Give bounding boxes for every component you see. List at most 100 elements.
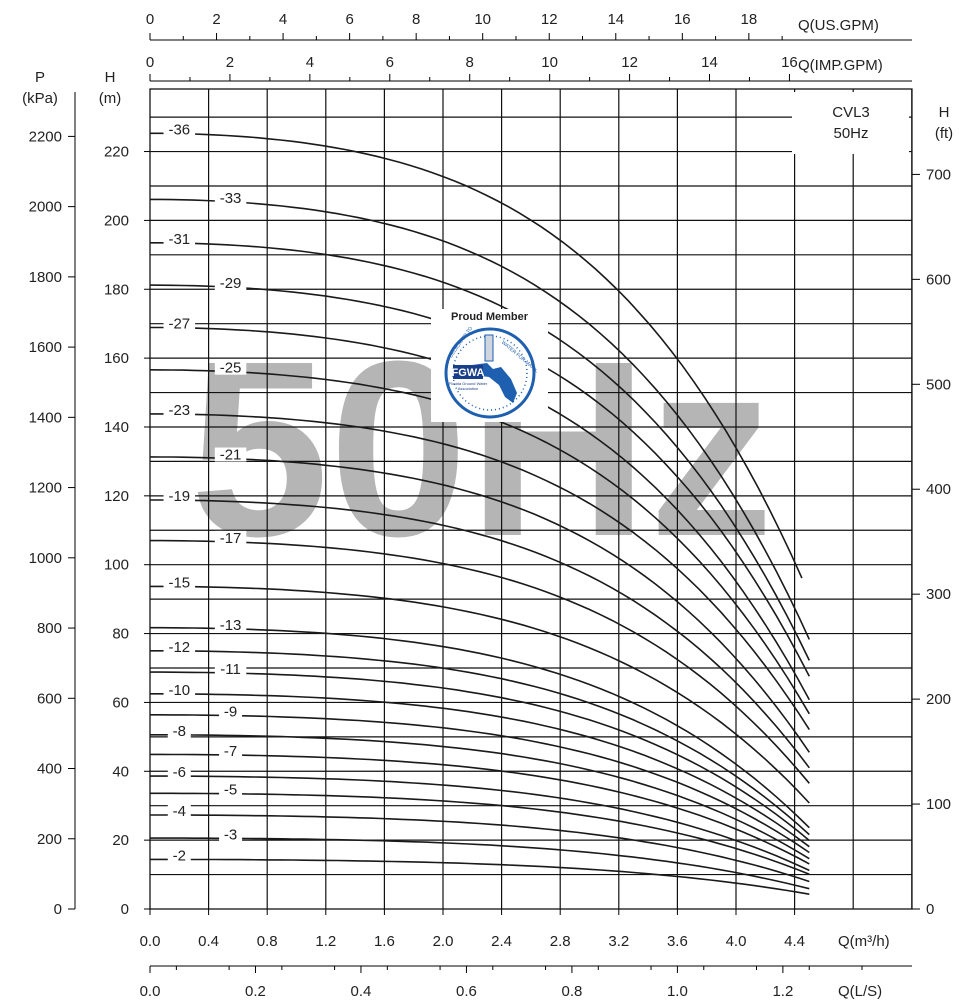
curve-stage-2 (150, 858, 810, 895)
curve-label: -23 (168, 402, 190, 419)
well-pipe-icon (484, 334, 494, 362)
m-axis-title-bottom: (m) (99, 90, 122, 107)
kpa-axis-title-top: P (35, 69, 45, 86)
curve-label-bg (163, 489, 196, 504)
impgpm-tick-label: 0 (146, 54, 154, 71)
curve-label: -31 (168, 231, 190, 248)
ls-tick-label: 0.8 (561, 983, 582, 1000)
logo-text-bg (453, 365, 483, 379)
x-tick-label: 3.2 (608, 933, 629, 950)
curve-label: -13 (220, 617, 242, 634)
curve-stage-9 (150, 714, 810, 854)
m-tick-label: 40 (112, 763, 129, 780)
curve-label-bg (163, 682, 196, 697)
ft-axis-title-top: H (939, 104, 950, 121)
ft-tick-label: 200 (926, 691, 951, 708)
impgpm-tick-label: 6 (386, 54, 394, 71)
usgpm-tick-label: 10 (474, 11, 491, 28)
fgwa-logo-icon: FGWA DEDICATED TO PROVIDE WATER FOR MANK… (444, 327, 537, 419)
org-name-1: Florida Ground Water (449, 381, 488, 386)
ls-tick-label: 0.4 (351, 983, 372, 1000)
usgpm-tick-label: 0 (146, 11, 154, 28)
curve-label-bg (163, 232, 196, 247)
x-tick-label: 3.6 (667, 933, 688, 950)
ft-tick-label: 700 (926, 166, 951, 183)
curve-stage-13 (150, 626, 810, 829)
curve-stage-8 (150, 734, 810, 860)
ft-tick-label: 0 (926, 901, 934, 918)
logo-text: FGWA (452, 367, 485, 379)
curve-label-bg (167, 804, 191, 819)
m-tick-label: 80 (112, 626, 129, 643)
curve-stage-11 (150, 671, 810, 842)
ft-tick-label: 300 (926, 586, 951, 603)
curve-label: -2 (173, 847, 186, 864)
ft-axis-title-bottom: (ft) (935, 125, 953, 142)
curve-label: -3 (224, 826, 237, 843)
kpa-tick-label: 1000 (29, 550, 62, 567)
usgpm-tick-label: 16 (674, 11, 691, 28)
frequency-label: 50Hz (833, 125, 868, 142)
kpa-tick-label: 1400 (29, 409, 62, 426)
curve-label-bg (219, 743, 243, 758)
x-tick-label: 0.8 (257, 933, 278, 950)
badge-title: Proud Member (450, 311, 528, 323)
curve-label-bg (214, 190, 247, 205)
m-tick-label: 0 (121, 901, 129, 918)
usgpm-tick-label: 6 (345, 11, 353, 28)
curve-stage-6 (150, 775, 810, 872)
ft-tick-label: 400 (926, 481, 951, 498)
x-axis-title: Q(m³/h) (838, 933, 890, 950)
kpa-tick-label: 1600 (29, 339, 62, 356)
curve-stage-3 (150, 837, 810, 890)
curve-label-bg (163, 639, 196, 654)
curve-stage-15 (150, 585, 810, 804)
curve-label-bg (214, 276, 247, 291)
curve-label: -6 (173, 764, 186, 781)
curve-label-bg (214, 360, 247, 375)
ft-tick-label: 500 (926, 376, 951, 393)
kpa-tick-label: 0 (54, 901, 62, 918)
curve-label: -12 (168, 639, 190, 656)
curve-label-bg (167, 848, 191, 863)
usgpm-tick-label: 2 (212, 11, 220, 28)
curve-label: -15 (168, 575, 190, 592)
kpa-tick-label: 1800 (29, 269, 62, 286)
m-tick-label: 20 (112, 832, 129, 849)
curve-stage-36 (150, 132, 803, 579)
curve-label-bg (214, 617, 247, 632)
curve-label-bg (214, 530, 247, 545)
kpa-tick-label: 600 (37, 690, 62, 707)
curve-label-bg (214, 447, 247, 462)
curve-label: -7 (224, 743, 237, 760)
impgpm-tick-label: 2 (226, 54, 234, 71)
ls-tick-label: 0.0 (140, 983, 161, 1000)
x-tick-label: 4.4 (784, 933, 805, 950)
m-axis-title-top: H (105, 69, 116, 86)
usgpm-tick-label: 12 (541, 11, 558, 28)
curve-label-bg (163, 122, 196, 137)
curve-stage-21 (149, 456, 810, 753)
x-tick-label: 0.0 (140, 933, 161, 950)
curve-stage-33 (150, 198, 811, 640)
curve-stage-5 (150, 792, 810, 875)
curve-label-bg (163, 316, 196, 331)
curve-label: -27 (168, 316, 190, 333)
ls-tick-label: 0.6 (456, 983, 477, 1000)
m-tick-label: 140 (104, 419, 129, 436)
model-label-box (792, 92, 909, 154)
fgwa-proud-member-badge: Proud Member FGWA DEDICATED TO PROVIDE W… (431, 309, 548, 422)
curve-stage-23 (150, 413, 810, 731)
ls-axis-title: Q(L/S) (838, 983, 882, 1000)
x-tick-label: 0.4 (198, 933, 219, 950)
curve-stage-10 (150, 693, 810, 848)
curve-label: -21 (220, 447, 242, 464)
kpa-tick-label: 2000 (29, 199, 62, 216)
curve-label: -33 (220, 190, 242, 207)
curve-label: -17 (220, 530, 242, 547)
curve-label-bg (214, 662, 247, 677)
kpa-tick-label: 800 (37, 620, 62, 637)
curve-stage-4 (150, 814, 810, 883)
m-tick-label: 180 (104, 281, 129, 298)
